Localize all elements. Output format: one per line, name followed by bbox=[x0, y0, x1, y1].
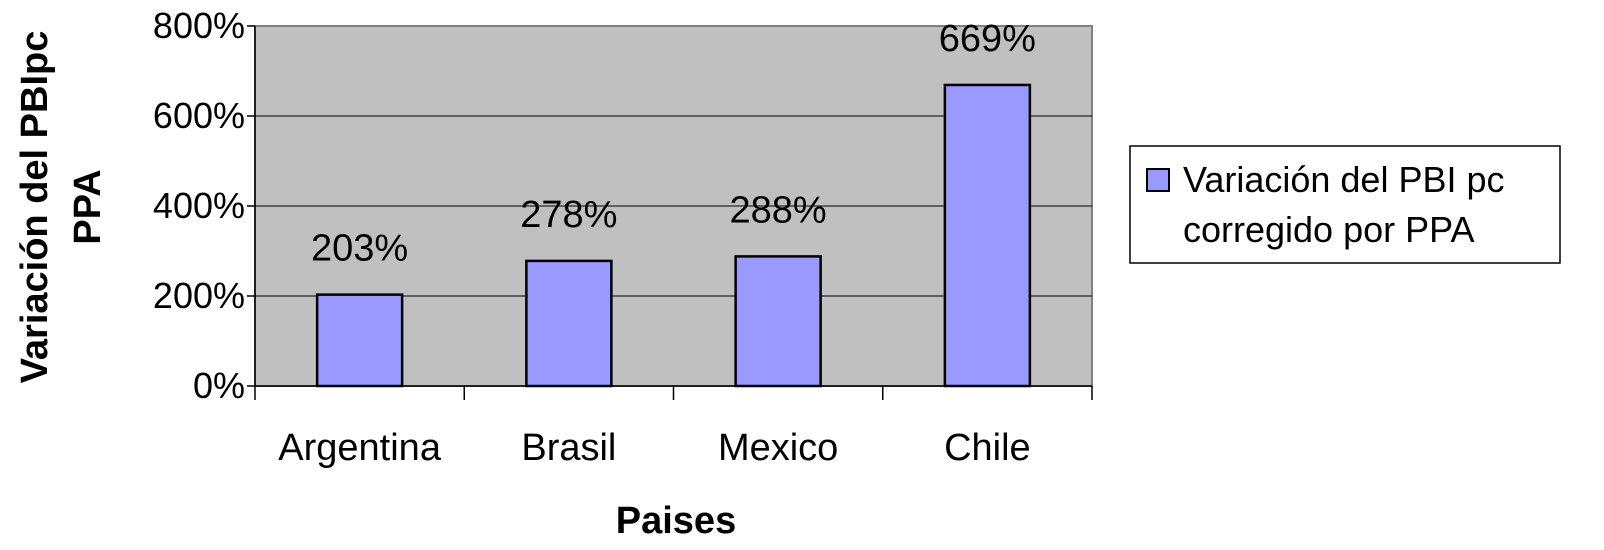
y-tick-label: 400% bbox=[153, 185, 245, 226]
y-tick-label: 800% bbox=[153, 5, 245, 46]
y-tick-labels: 0% 200% 400% 600% 800% bbox=[153, 5, 245, 406]
y-tick-label: 200% bbox=[153, 275, 245, 316]
y-axis-title-line1: Variación del PBIpc bbox=[14, 31, 56, 384]
x-tick-label-argentina: Argentina bbox=[278, 427, 442, 469]
data-labels: 203% 278% 288% 669% bbox=[311, 18, 1036, 270]
x-tick-label-chile: Chile bbox=[944, 427, 1031, 469]
x-tick-labels: Argentina Brasil Mexico Chile bbox=[278, 427, 1030, 469]
x-axis-title: Paises bbox=[616, 500, 736, 542]
y-tick-label: 600% bbox=[153, 95, 245, 136]
bar-argentina bbox=[315, 293, 404, 388]
data-label-brasil: 278% bbox=[520, 194, 617, 236]
y-tick-label: 0% bbox=[193, 365, 245, 406]
axes bbox=[247, 25, 1093, 400]
bar-brasil bbox=[525, 259, 613, 388]
bars bbox=[315, 83, 1032, 388]
data-label-chile: 669% bbox=[939, 18, 1036, 60]
bar-mexico bbox=[734, 255, 822, 388]
x-tick-label-mexico: Mexico bbox=[718, 427, 838, 469]
legend-box bbox=[1129, 145, 1561, 264]
legend-label-line1: Variación del PBI pc bbox=[1183, 159, 1505, 200]
y-axis-title-line2: PPA bbox=[67, 169, 109, 244]
legend: Variación del PBI pc corregido por PPA bbox=[1129, 145, 1561, 264]
data-label-mexico: 288% bbox=[730, 189, 827, 231]
data-label-argentina: 203% bbox=[311, 228, 408, 270]
bar-chile bbox=[943, 83, 1032, 388]
legend-label-line2: corregido por PPA bbox=[1183, 209, 1474, 250]
legend-swatch bbox=[1146, 168, 1170, 192]
x-tick-label-brasil: Brasil bbox=[521, 427, 616, 469]
